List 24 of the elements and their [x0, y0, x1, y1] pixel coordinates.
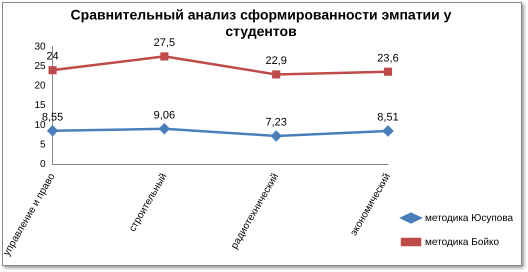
y-tick-label: 20	[34, 80, 46, 92]
point	[382, 126, 394, 136]
data-label: 27,5	[154, 36, 176, 49]
chart-title: Сравнительный анализ сформированности эмпатии у студентов	[70, 6, 452, 40]
point	[47, 126, 58, 136]
data-label: 23,6	[377, 52, 399, 64]
point	[272, 70, 280, 79]
data-label: 7,23	[265, 116, 287, 128]
legend-label: методика Бойко	[425, 236, 500, 248]
data-label: 8,51	[377, 111, 399, 124]
point	[270, 130, 282, 142]
y-tick-label: 5	[40, 139, 46, 150]
point	[384, 68, 392, 76]
point	[159, 124, 170, 134]
point	[48, 66, 57, 74]
y-tick-label: 25	[34, 60, 46, 72]
y-tick-label: 15	[34, 100, 46, 112]
y-tick-label: 0	[40, 159, 46, 170]
legend-label: методика Юсупова	[425, 212, 514, 224]
data-label: 9,06	[154, 109, 176, 122]
point	[160, 52, 168, 60]
data-label: 24	[46, 50, 59, 63]
y-tick-label: 30	[34, 41, 46, 52]
data-label: 22,9	[265, 55, 287, 67]
